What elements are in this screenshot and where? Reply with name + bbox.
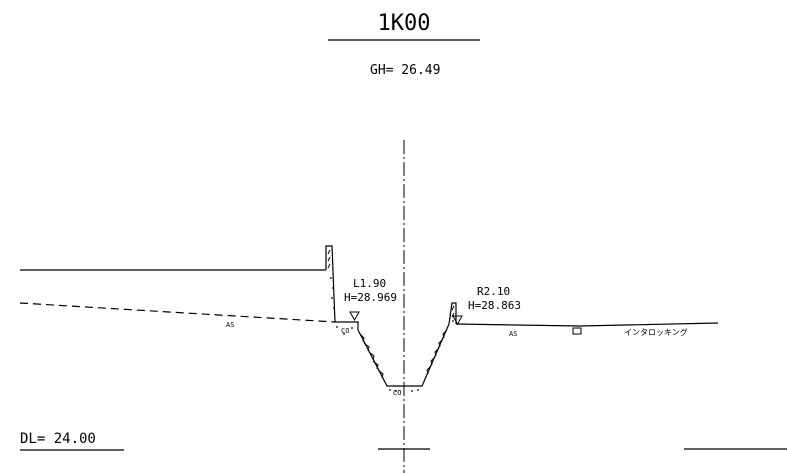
concrete-bottom-label: CO	[393, 389, 401, 397]
station-label: 1K00	[378, 11, 431, 36]
right-point-marker	[452, 315, 463, 326]
manhole-symbol	[570, 325, 586, 335]
right-retaining-wall	[448, 302, 457, 325]
asphalt-left-label: AS	[226, 321, 234, 329]
left-retaining-wall	[325, 245, 359, 335]
asphalt-right-label: AS	[509, 330, 517, 338]
left-point-marker	[349, 311, 360, 322]
right-offset-label: R2.10	[477, 285, 510, 298]
channel-section	[357, 323, 450, 392]
ground-height-label: GH= 26.49	[370, 63, 440, 78]
right-height-label: H=28.863	[468, 299, 521, 312]
left-height-label: H=28.969	[344, 291, 397, 304]
right-ground-line	[455, 322, 719, 327]
left-offset-label: L1.90	[353, 277, 386, 290]
datum-level-label: DL= 24.00	[20, 431, 96, 447]
interlocking-label: インタロッキング	[624, 327, 688, 337]
concrete-side-label: CO	[341, 327, 349, 335]
left-subgrade-dashed-line	[19, 302, 336, 323]
